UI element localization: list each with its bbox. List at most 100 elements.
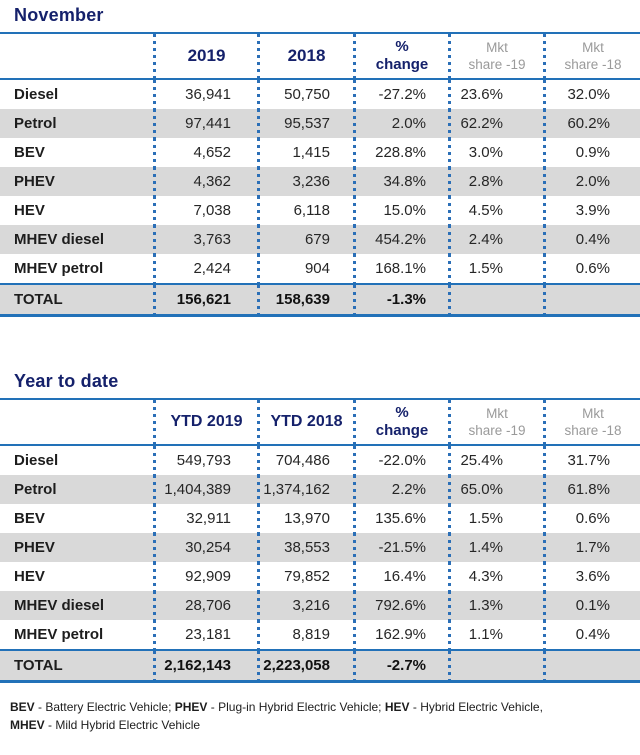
table-row-phev: PHEV 30,254 38,553 -21.5% 1.4% 1.7% [0, 533, 640, 562]
dotted-separator [257, 504, 260, 533]
value-share-18: 0.4% [575, 626, 610, 643]
value-2018: 95,537 [284, 115, 330, 132]
dotted-separator [353, 34, 356, 78]
dotted-separator [153, 533, 156, 562]
section-title-year-to-date: Year to date [14, 371, 119, 391]
value-ytd-2018: 13,970 [284, 510, 330, 527]
value-share-18: 61.8% [567, 481, 610, 498]
dotted-separator [257, 591, 260, 620]
value-pct-change: 15.0% [383, 202, 426, 219]
row-label: Diesel [14, 452, 59, 469]
dotted-separator [448, 254, 451, 283]
row-label: PHEV [14, 539, 55, 556]
dotted-separator [543, 225, 546, 254]
dotted-separator [153, 167, 156, 196]
dotted-separator [353, 225, 356, 254]
row-label: MHEV petrol [14, 626, 104, 643]
dotted-separator [257, 34, 260, 78]
dotted-separator [543, 80, 546, 109]
value-share-19: 3.0% [468, 144, 503, 161]
value-2019: 4,652 [193, 144, 231, 161]
footnote-part-bev: BEV - Battery Electric Vehicle; [10, 700, 175, 714]
dotted-separator [257, 138, 260, 167]
dotted-separator [448, 225, 451, 254]
table-row-bev: BEV 32,911 13,970 135.6% 1.5% 0.6% [0, 504, 640, 533]
dotted-separator [257, 651, 260, 680]
value-share-19: 1.1% [468, 626, 503, 643]
dotted-separator [448, 34, 451, 78]
value-share-18: 0.6% [575, 260, 610, 277]
value-pct-change: 135.6% [375, 510, 426, 527]
table-row-bev: BEV 4,652 1,415 228.8% 3.0% 0.9% [0, 138, 640, 167]
value-ytd-2019: 549,793 [176, 452, 231, 469]
dotted-separator [448, 138, 451, 167]
value-pct-change: 2.2% [391, 481, 426, 498]
value-2019: 4,362 [193, 173, 231, 190]
november-section: November 2019 2018 % change Mkt share -1… [0, 5, 640, 317]
dotted-separator [257, 475, 260, 504]
footnote-abbr: MHEV [10, 718, 45, 732]
row-label: MHEV diesel [14, 231, 105, 248]
footnote-abbr: BEV [10, 700, 35, 714]
footnote-desc: - Battery Electric Vehicle; [34, 700, 175, 714]
table-row-diesel: Diesel 36,941 50,750 -27.2% 23.6% 32.0% [0, 80, 640, 109]
dotted-separator [353, 400, 356, 444]
column-header-2018: 2018 [287, 46, 326, 65]
dotted-separator [153, 651, 156, 680]
table-top-divider [0, 32, 640, 34]
value-ytd-2018: 38,553 [284, 539, 330, 556]
value-ytd-2019: 92,909 [185, 568, 231, 585]
row-label: MHEV petrol [14, 260, 104, 277]
dotted-separator [257, 446, 260, 475]
value-2018: 158,639 [275, 291, 330, 308]
dotted-separator [448, 651, 451, 680]
dotted-separator [257, 285, 260, 314]
value-share-19: 23.6% [460, 86, 503, 103]
table-row-hev: HEV 92,909 79,852 16.4% 4.3% 3.6% [0, 562, 640, 591]
dotted-separator [543, 620, 546, 649]
value-share-19: 62.2% [460, 115, 503, 132]
value-pct-change: -21.5% [378, 539, 426, 556]
year-to-date-table: YTD 2019 YTD 2018 % change Mkt share -19… [0, 398, 640, 683]
footnote-part-phev: PHEV - Plug-in Hybrid Electric Vehicle; [175, 700, 385, 714]
value-share-19: 1.3% [468, 597, 503, 614]
dotted-separator [257, 109, 260, 138]
dotted-separator [543, 591, 546, 620]
table-row-petrol: Petrol 97,441 95,537 2.0% 62.2% 60.2% [0, 109, 640, 138]
footnote-desc: - Hybrid Electric Vehicle, [409, 700, 543, 714]
dotted-separator [543, 109, 546, 138]
dotted-separator [543, 504, 546, 533]
table-row-diesel: Diesel 549,793 704,486 -22.0% 25.4% 31.7… [0, 446, 640, 475]
row-label: Petrol [14, 481, 57, 498]
column-header-pct-change: % change [375, 404, 429, 439]
table-top-divider [0, 398, 640, 400]
table-row-mhev-diesel: MHEV diesel 28,706 3,216 792.6% 1.3% 0.1… [0, 591, 640, 620]
value-2018: 50,750 [284, 86, 330, 103]
dotted-separator [257, 225, 260, 254]
dotted-separator [448, 591, 451, 620]
table-bottom-divider [0, 314, 640, 317]
column-header-ytd-2018: YTD 2018 [270, 413, 343, 430]
value-pct-change: 454.2% [375, 231, 426, 248]
value-share-19: 4.3% [468, 568, 503, 585]
value-ytd-2018: 79,852 [284, 568, 330, 585]
row-label: BEV [14, 144, 45, 161]
dotted-separator [353, 475, 356, 504]
value-share-18: 0.4% [575, 231, 610, 248]
value-share-19: 4.5% [468, 202, 503, 219]
value-share-19: 65.0% [460, 481, 503, 498]
dotted-separator [153, 138, 156, 167]
dotted-separator [353, 620, 356, 649]
value-share-19: 1.5% [468, 510, 503, 527]
table-row-mhev-petrol: MHEV petrol 2,424 904 168.1% 1.5% 0.6% [0, 254, 640, 283]
row-label: BEV [14, 510, 45, 527]
dotted-separator [543, 446, 546, 475]
dotted-separator [448, 504, 451, 533]
dotted-separator [448, 620, 451, 649]
dotted-separator [257, 80, 260, 109]
value-ytd-2019: 30,254 [185, 539, 231, 556]
row-label: HEV [14, 202, 45, 219]
value-ytd-2018: 1,374,162 [263, 481, 330, 498]
dotted-separator [543, 533, 546, 562]
table-row-phev: PHEV 4,362 3,236 34.8% 2.8% 2.0% [0, 167, 640, 196]
